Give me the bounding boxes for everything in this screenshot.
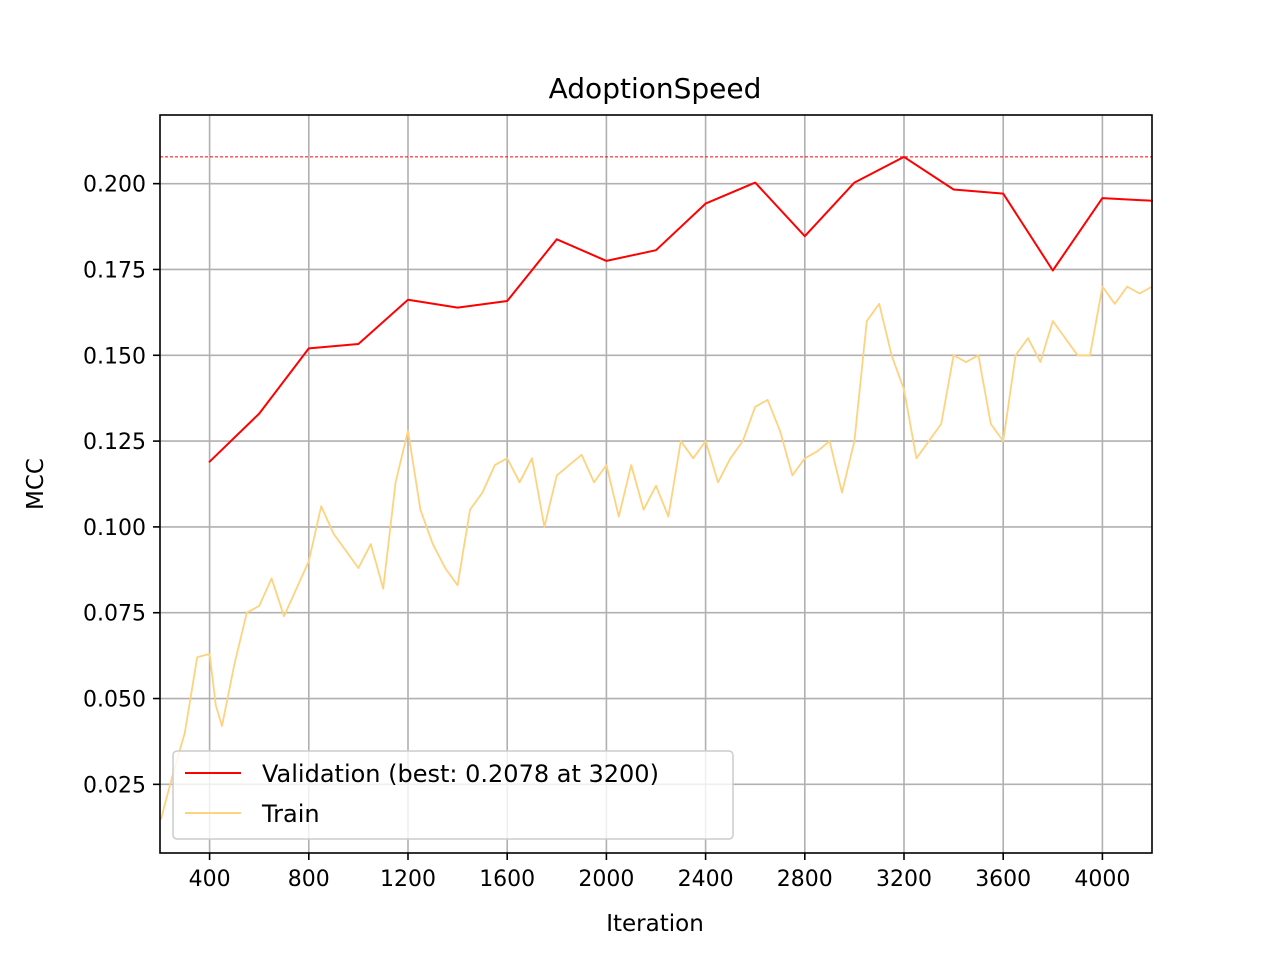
y-tick-label: 0.025 [83, 773, 146, 798]
x-axis-ticks: 400 800 1200 1600 2000 2400 2800 3200 3600 4000 [189, 853, 1130, 892]
y-tick-label: 0.075 [83, 602, 146, 627]
x-tick-label: 4000 [1074, 867, 1130, 892]
x-axis-label: Iteration [606, 911, 704, 937]
y-tick-label: 0.200 [83, 173, 146, 198]
chart-title: AdoptionSpeed [549, 72, 762, 105]
series-layer [160, 155, 1153, 820]
x-tick-label: 2000 [578, 867, 634, 892]
x-tick-label: 2800 [777, 867, 833, 892]
legend-label: Validation (best: 0.2078 at 3200) [262, 760, 659, 788]
x-tick-label: 2400 [678, 867, 734, 892]
x-tick-label: 3600 [975, 867, 1031, 892]
y-tick-label: 0.125 [83, 430, 146, 455]
y-tick-label: 0.150 [83, 344, 146, 369]
y-axis-ticks: 0.025 0.050 0.075 0.100 0.125 0.150 0.175 0.200 [83, 173, 160, 798]
y-tick-label: 0.100 [83, 516, 146, 541]
y-axis-label: MCC [23, 458, 49, 510]
plot-frame [159, 114, 1153, 854]
x-tick-label: 3200 [876, 867, 932, 892]
legend-items: Validation (best: 0.2078 at 3200) Train [185, 760, 659, 828]
legend: Validation (best: 0.2078 at 3200) Train [172, 750, 734, 840]
x-tick-label: 400 [189, 867, 231, 892]
series-line-train [160, 285, 1153, 820]
legend-label: Train [261, 800, 320, 828]
x-tick-label: 800 [288, 867, 330, 892]
grid [160, 115, 1152, 853]
y-tick-label: 0.050 [83, 688, 146, 713]
y-tick-label: 0.175 [83, 258, 146, 283]
series-line-validation [208, 155, 1153, 463]
legend-box [172, 750, 734, 840]
x-tick-label: 1600 [479, 867, 535, 892]
x-tick-label: 1200 [380, 867, 436, 892]
